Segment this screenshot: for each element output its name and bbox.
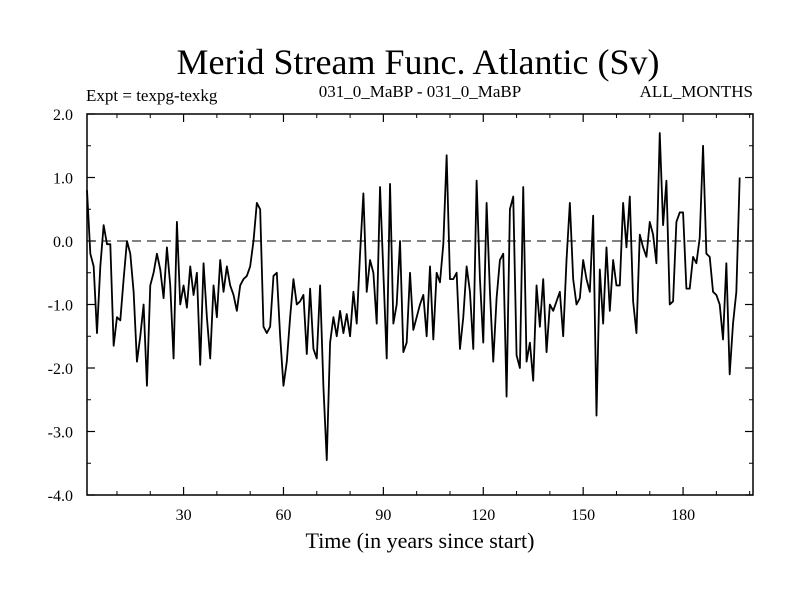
y-tick-label: 1.0 <box>53 171 73 188</box>
x-axis-label: Time (in years since start) <box>306 528 535 553</box>
series-line <box>86 132 741 461</box>
subtitle-months: ALL_MONTHS <box>640 82 753 101</box>
x-tick-label: 30 <box>176 507 192 524</box>
x-tick-label: 150 <box>571 507 595 524</box>
plot-area: 2.0 1.0 0.0 -1.0 -2.0 -3.0 -4.0 30 60 90 120 150 18… <box>48 107 754 524</box>
y-axis: 2.0 1.0 0.0 -1.0 -2.0 -3.0 -4.0 <box>48 107 753 505</box>
y-tick-label: -1.0 <box>48 298 73 315</box>
subtitle-experiment: Expt = texpg-texkg <box>86 86 218 105</box>
x-tick-label: 90 <box>375 507 391 524</box>
y-tick-label: -4.0 <box>48 488 73 505</box>
x-tick-label: 60 <box>275 507 291 524</box>
chart-title: Merid Stream Func. Atlantic (Sv) <box>177 42 660 82</box>
y-tick-label: 2.0 <box>53 107 73 124</box>
subtitle-periods: 031_0_MaBP - 031_0_MaBP <box>319 82 521 101</box>
y-tick-label: 0.0 <box>53 234 73 251</box>
y-tick-label: -3.0 <box>48 425 73 442</box>
x-tick-label: 120 <box>471 507 495 524</box>
x-axis: 30 60 90 120 150 180 <box>116 114 751 524</box>
x-tick-label: 180 <box>671 507 695 524</box>
y-tick-label: -2.0 <box>48 361 73 378</box>
